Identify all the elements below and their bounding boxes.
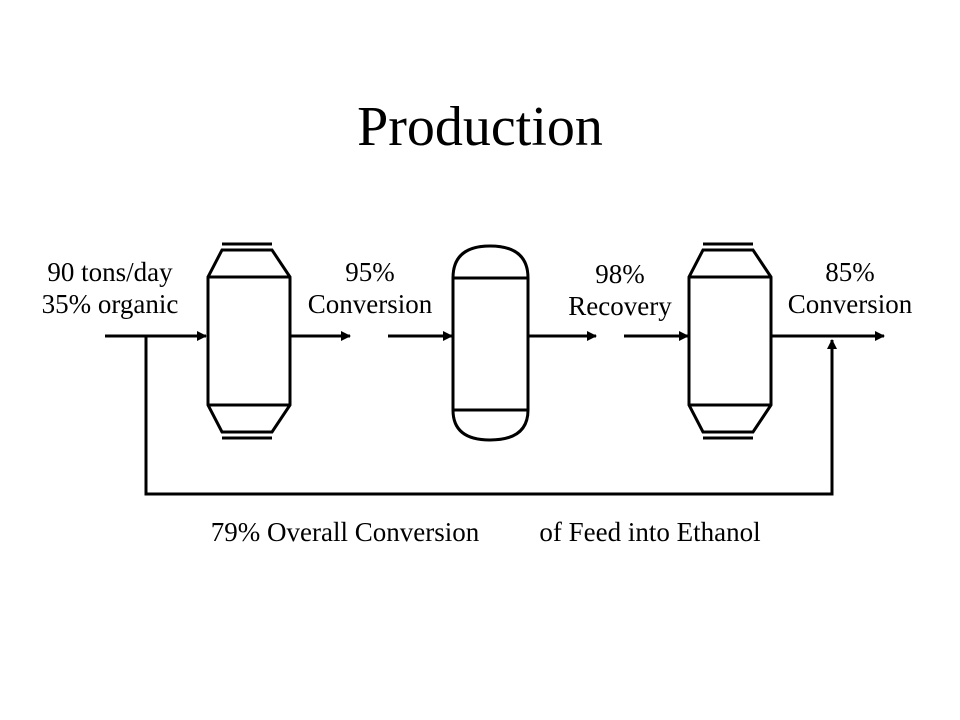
page-title: Production [357,96,603,158]
stage2-percent-text: 98% [595,259,645,289]
reactor-vessel-1 [206,242,292,440]
stage1-description-text: Conversion [307,289,433,319]
bypass-loop-arrow [144,336,837,496]
stage3-label: 85% Conversion [770,256,930,320]
feed-composition-text: 35% organic [41,289,179,319]
stage2-label: 98% Recovery [540,258,700,322]
overall-conversion-text: 79% Overall Conversion [210,517,480,547]
stage3-percent-text: 85% [825,257,875,287]
feed-label: 90 tons/day 35% organic [20,256,200,320]
reactor-vessel-2 [687,242,773,440]
feed-rate-text: 90 tons/day [47,257,173,287]
feed-into-ethanol-text: of Feed into Ethanol [539,517,761,547]
separator-vessel [451,244,530,442]
stage1-label: 95% Conversion [290,256,450,320]
stage3-description-text: Conversion [787,289,913,319]
stage1-percent-text: 95% [345,257,395,287]
stage2-description-text: Recovery [568,291,672,321]
